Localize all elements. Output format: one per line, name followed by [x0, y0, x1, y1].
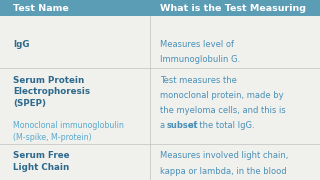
- Text: monoclonal protein, made by: monoclonal protein, made by: [160, 91, 284, 100]
- Text: of the total IgG.: of the total IgG.: [186, 122, 255, 130]
- Bar: [0, 0, 320, 16]
- Text: Measures involved light chain,: Measures involved light chain,: [160, 151, 288, 160]
- Text: Serum Free
Light Chain: Serum Free Light Chain: [13, 151, 69, 172]
- Text: a: a: [160, 122, 168, 130]
- Text: Immunoglobulin G.: Immunoglobulin G.: [160, 55, 240, 64]
- Text: the myeloma cells, and this is: the myeloma cells, and this is: [160, 106, 286, 115]
- Text: What is the Test Measuring: What is the Test Measuring: [160, 4, 306, 13]
- Text: Test measures the: Test measures the: [160, 76, 237, 85]
- Text: subset: subset: [167, 122, 198, 130]
- Text: Test Name: Test Name: [13, 4, 68, 13]
- Text: Serum Protein
Electrophoresis
(SPEP): Serum Protein Electrophoresis (SPEP): [13, 76, 90, 107]
- Text: IgG: IgG: [13, 40, 29, 49]
- Text: Monoclonal immunoglobulin
(M-spike, M-protein): Monoclonal immunoglobulin (M-spike, M-pr…: [13, 122, 124, 142]
- Text: kappa or lambda, in the blood: kappa or lambda, in the blood: [160, 166, 287, 176]
- Text: Measures level of: Measures level of: [160, 40, 234, 49]
